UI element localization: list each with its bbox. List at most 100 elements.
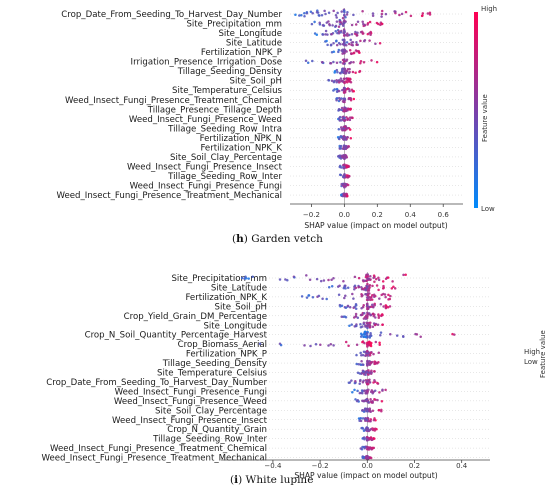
shap-point (294, 13, 297, 16)
shap-point (376, 323, 380, 327)
shap-point (367, 400, 370, 404)
shap-point (453, 333, 456, 336)
shap-point (343, 80, 346, 84)
feature-label: Site_Soil_pH (215, 302, 268, 312)
shap-point (348, 305, 352, 309)
shap-point (303, 344, 306, 347)
shap-point (321, 297, 324, 300)
shap-point (314, 343, 318, 346)
shap-point (368, 326, 372, 329)
shap-point (426, 12, 430, 15)
shap-point (340, 10, 343, 13)
shap-point (335, 98, 338, 102)
shap-point (324, 12, 327, 16)
shap-point (345, 195, 349, 198)
shap-point (364, 288, 367, 292)
shap-point (320, 61, 324, 64)
shap-point (351, 70, 355, 74)
shap-point (354, 314, 358, 318)
shap-point (343, 19, 346, 22)
shap-point (377, 276, 380, 280)
x-axis-label: SHAP value (impact on model output) (294, 471, 437, 480)
shap-point (309, 344, 312, 348)
colorbar-garden-vetch: High Low Feature value (474, 5, 497, 213)
shap-point (321, 33, 325, 36)
shap-point (404, 10, 408, 14)
shap-point (318, 14, 321, 17)
shap-point (354, 49, 358, 52)
shap-point (343, 116, 346, 120)
shap-point (342, 40, 346, 43)
shap-point (368, 410, 372, 413)
shap-point (334, 24, 338, 28)
shap-point (373, 429, 377, 432)
shap-point (352, 97, 356, 101)
shap-point (300, 295, 304, 298)
shap-point (335, 90, 339, 94)
x-tick-label: 0.2 (409, 462, 420, 470)
shap-point (335, 20, 339, 23)
shap-point (332, 42, 335, 45)
shap-point (361, 20, 364, 24)
shap-point (347, 97, 351, 101)
shap-point (332, 276, 335, 280)
feature-label: Weed_Insect_Fungi_Presence_Fungi (130, 182, 282, 192)
shap-point (354, 398, 357, 401)
shap-point (309, 10, 313, 13)
shap-point (366, 380, 369, 383)
shap-point (343, 296, 346, 300)
shap-point (306, 61, 310, 65)
shap-point (338, 154, 342, 157)
shap-point (393, 10, 396, 13)
shap-point (364, 335, 368, 339)
shap-point (337, 79, 341, 82)
colorbar-gradient (474, 12, 478, 208)
shap-point (359, 351, 362, 355)
shap-point (300, 13, 303, 17)
shap-point (344, 138, 348, 141)
shap-point (307, 294, 311, 297)
shap-point (337, 48, 341, 52)
x-axis-label: SHAP value (impact on model output) (304, 221, 447, 230)
shap-point (377, 351, 381, 354)
caption-garden-vetch: (h) Garden vetch (232, 233, 323, 245)
shap-point (368, 381, 372, 384)
shap-point (371, 312, 375, 316)
shap-point (380, 400, 384, 403)
shap-point (363, 330, 367, 334)
feature-label: Crop_Biomass_Aerial (178, 340, 267, 350)
shap-point (344, 294, 347, 297)
shap-point (375, 60, 379, 64)
shap-point (358, 372, 362, 375)
shap-point (338, 303, 342, 307)
feature-label: Site_Soil_pH (230, 77, 283, 87)
shap-point (347, 71, 351, 74)
shap-point (320, 14, 324, 17)
shap-point (366, 324, 369, 328)
shap-point (342, 34, 346, 37)
shap-point (402, 273, 405, 277)
shap-point (343, 285, 346, 289)
shap-point (355, 362, 358, 366)
shap-point (364, 373, 367, 376)
shap-point (337, 293, 341, 296)
shap-point (361, 408, 364, 412)
shap-point (286, 278, 289, 282)
shap-point (362, 60, 366, 64)
shap-point (345, 165, 349, 169)
shap-point (298, 14, 301, 17)
shap-point (368, 371, 371, 375)
shap-point (369, 274, 372, 278)
shap-point (371, 325, 375, 328)
shap-point (362, 32, 365, 35)
feature-label: Weed_Insect_Fungi_Presence_Weed (129, 115, 282, 125)
feature-label: Site_Precipitation_mm (171, 274, 267, 284)
shap-point (354, 312, 358, 316)
shap-point (346, 107, 350, 110)
shap-point (372, 352, 375, 356)
shap-point (378, 343, 381, 347)
shap-point (358, 69, 362, 73)
shap-point (326, 43, 329, 47)
shap-point (374, 316, 377, 319)
shap-point (361, 353, 365, 357)
